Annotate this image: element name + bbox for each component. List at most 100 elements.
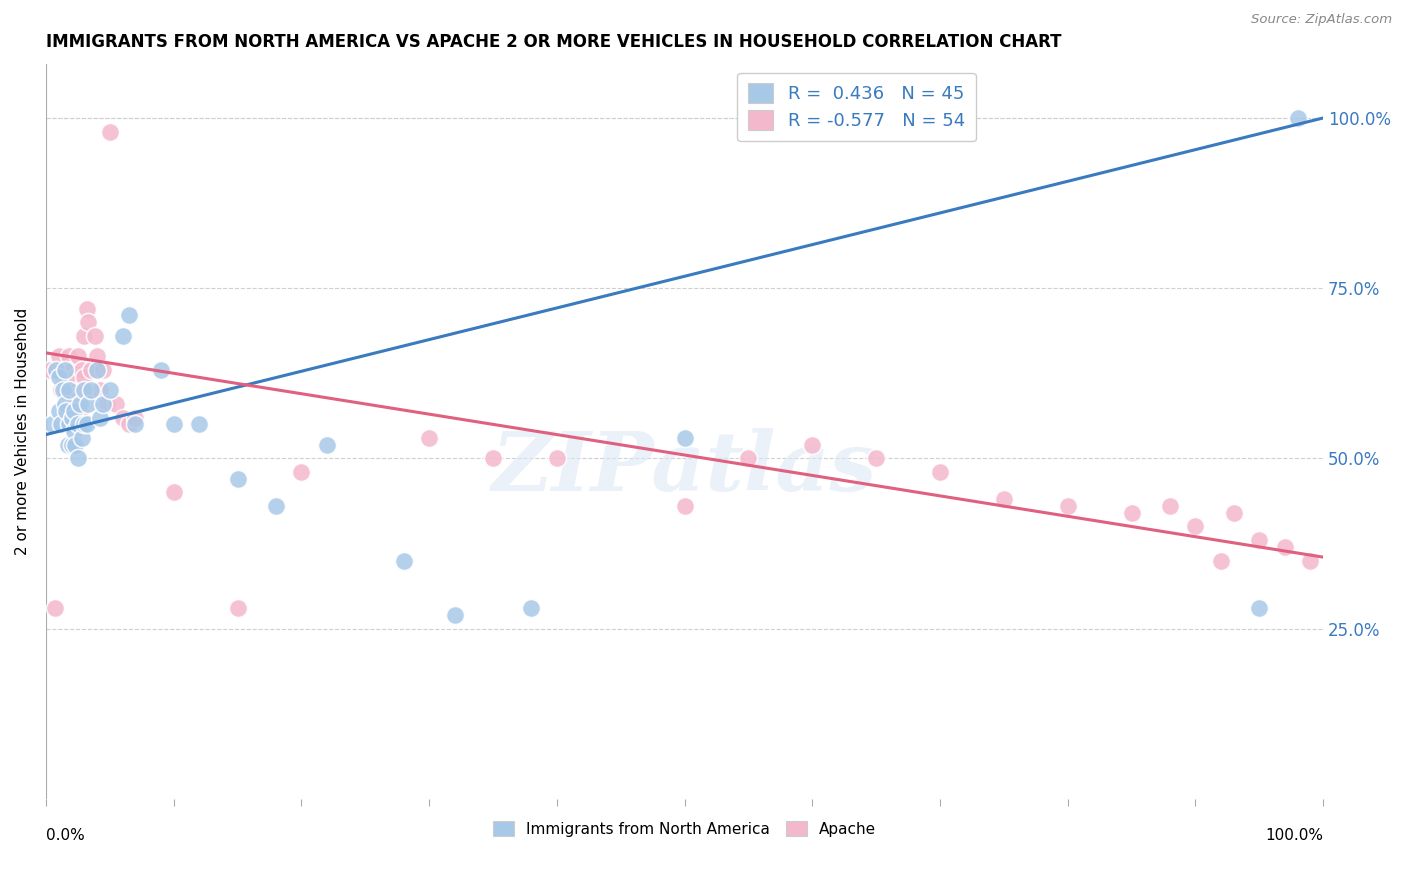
Point — [149, 363, 172, 377]
Point — [163, 485, 186, 500]
Point — [51, 384, 73, 398]
Point — [1249, 601, 1271, 615]
Point — [124, 417, 146, 432]
Point — [86, 349, 108, 363]
Point — [56, 438, 79, 452]
Point — [66, 349, 89, 363]
Point — [79, 363, 101, 377]
Point — [65, 438, 87, 452]
Point — [70, 384, 93, 398]
Point — [70, 431, 93, 445]
Point — [98, 384, 121, 398]
Point — [801, 438, 824, 452]
Point — [443, 607, 465, 622]
Point — [48, 349, 70, 363]
Point — [111, 329, 134, 343]
Point — [1184, 519, 1206, 533]
Point — [55, 403, 77, 417]
Point — [48, 369, 70, 384]
Point — [290, 465, 312, 479]
Point — [188, 417, 211, 432]
Point — [96, 397, 118, 411]
Point — [1274, 540, 1296, 554]
Point — [1056, 499, 1078, 513]
Point — [69, 403, 91, 417]
Point — [111, 410, 134, 425]
Point — [83, 329, 105, 343]
Point — [673, 499, 696, 513]
Point — [1286, 111, 1309, 125]
Point — [51, 417, 73, 432]
Point — [41, 417, 63, 432]
Point — [93, 363, 115, 377]
Point — [52, 384, 75, 398]
Point — [55, 363, 77, 377]
Point — [482, 451, 505, 466]
Point — [737, 451, 759, 466]
Point — [118, 309, 141, 323]
Point — [60, 410, 83, 425]
Point — [44, 601, 66, 615]
Point — [77, 397, 100, 411]
Point — [60, 384, 83, 398]
Y-axis label: 2 or more Vehicles in Household: 2 or more Vehicles in Household — [15, 308, 30, 555]
Point — [1249, 533, 1271, 548]
Point — [520, 601, 543, 615]
Point — [118, 417, 141, 432]
Point — [392, 553, 415, 567]
Point — [66, 384, 89, 398]
Point — [226, 472, 249, 486]
Point — [1299, 553, 1322, 567]
Point — [1121, 506, 1143, 520]
Point — [93, 397, 115, 411]
Point — [89, 384, 111, 398]
Point — [76, 417, 98, 432]
Point — [58, 349, 80, 363]
Point — [76, 301, 98, 316]
Point — [52, 369, 75, 384]
Text: ZIPatlas: ZIPatlas — [492, 428, 877, 508]
Point — [86, 363, 108, 377]
Text: 0.0%: 0.0% — [46, 829, 84, 843]
Point — [316, 438, 339, 452]
Point — [89, 410, 111, 425]
Text: 100.0%: 100.0% — [1265, 829, 1323, 843]
Point — [226, 601, 249, 615]
Point — [124, 410, 146, 425]
Point — [1209, 553, 1232, 567]
Point — [546, 451, 568, 466]
Point — [48, 403, 70, 417]
Point — [53, 384, 76, 398]
Point — [63, 424, 86, 438]
Point — [1159, 499, 1181, 513]
Point — [58, 384, 80, 398]
Point — [264, 499, 287, 513]
Text: Source: ZipAtlas.com: Source: ZipAtlas.com — [1251, 13, 1392, 27]
Point — [70, 363, 93, 377]
Point — [73, 384, 96, 398]
Point — [60, 363, 83, 377]
Point — [53, 397, 76, 411]
Legend: Immigrants from North America, Apache: Immigrants from North America, Apache — [486, 814, 883, 843]
Point — [60, 438, 83, 452]
Point — [58, 384, 80, 398]
Point — [69, 397, 91, 411]
Point — [45, 363, 67, 377]
Point — [63, 397, 86, 411]
Point — [98, 125, 121, 139]
Point — [73, 329, 96, 343]
Point — [865, 451, 887, 466]
Point — [73, 369, 96, 384]
Point — [66, 451, 89, 466]
Point — [38, 363, 60, 377]
Point — [66, 417, 89, 432]
Point — [993, 492, 1015, 507]
Text: IMMIGRANTS FROM NORTH AMERICA VS APACHE 2 OR MORE VEHICLES IN HOUSEHOLD CORRELAT: IMMIGRANTS FROM NORTH AMERICA VS APACHE … — [46, 33, 1062, 51]
Point — [418, 431, 440, 445]
Point — [79, 384, 101, 398]
Point — [58, 417, 80, 432]
Point — [1222, 506, 1244, 520]
Point — [65, 369, 87, 384]
Point — [73, 417, 96, 432]
Point — [929, 465, 952, 479]
